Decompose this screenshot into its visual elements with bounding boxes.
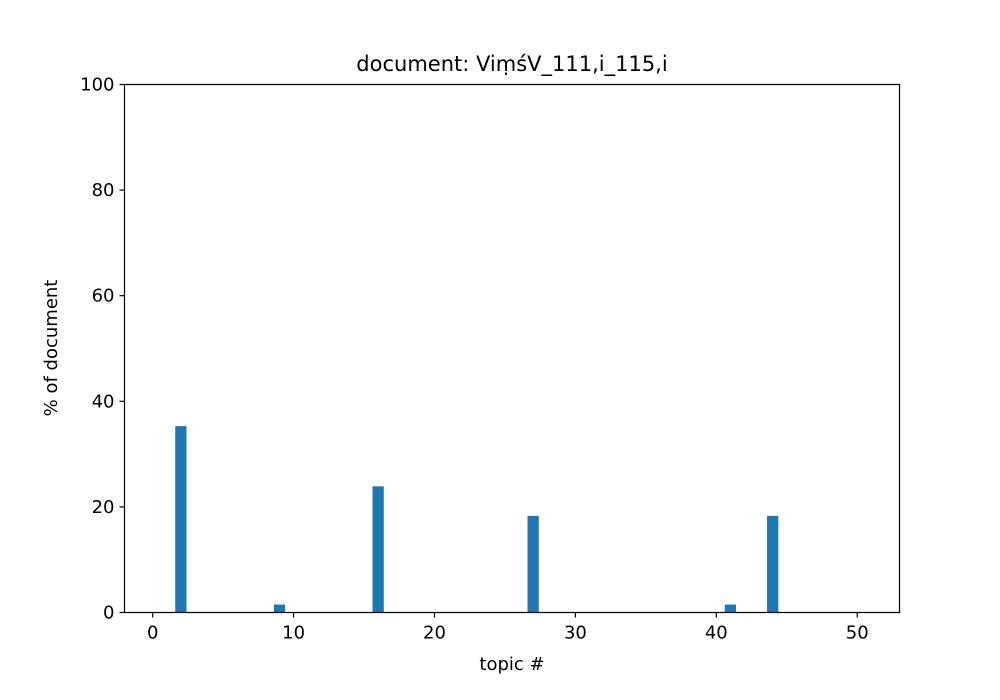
bar-topic-16 <box>372 486 384 613</box>
bars-group <box>175 426 779 613</box>
chart-title: document: ViṃśV_111,i_115,i <box>356 52 667 77</box>
bar-topic-27 <box>527 515 539 613</box>
y-axis: 0 20 40 60 80 100 <box>80 75 125 624</box>
x-tick-label: 40 <box>705 623 728 644</box>
y-tick-label: 20 <box>92 497 115 518</box>
y-tick-label: 60 <box>92 286 115 307</box>
x-tick-label: 30 <box>564 623 587 644</box>
x-tick-label: 0 <box>147 623 158 644</box>
x-axis-label: topic # <box>479 654 544 675</box>
bar-topic-44 <box>767 515 779 613</box>
bar-topic-41 <box>724 604 737 613</box>
y-tick-label: 100 <box>80 75 114 96</box>
plot-frame <box>123 83 901 614</box>
x-tick-label: 20 <box>423 623 446 644</box>
bar-topic-9 <box>273 604 286 613</box>
y-axis-label: % of document <box>41 280 62 417</box>
y-tick-label: 0 <box>103 603 114 624</box>
y-tick-label: 40 <box>92 391 115 412</box>
x-axis: 0 10 20 30 40 50 <box>147 612 869 644</box>
bar-topic-2 <box>175 426 187 613</box>
x-tick-label: 10 <box>282 623 305 644</box>
x-tick-label: 50 <box>846 623 869 644</box>
y-tick-label: 80 <box>92 180 115 201</box>
